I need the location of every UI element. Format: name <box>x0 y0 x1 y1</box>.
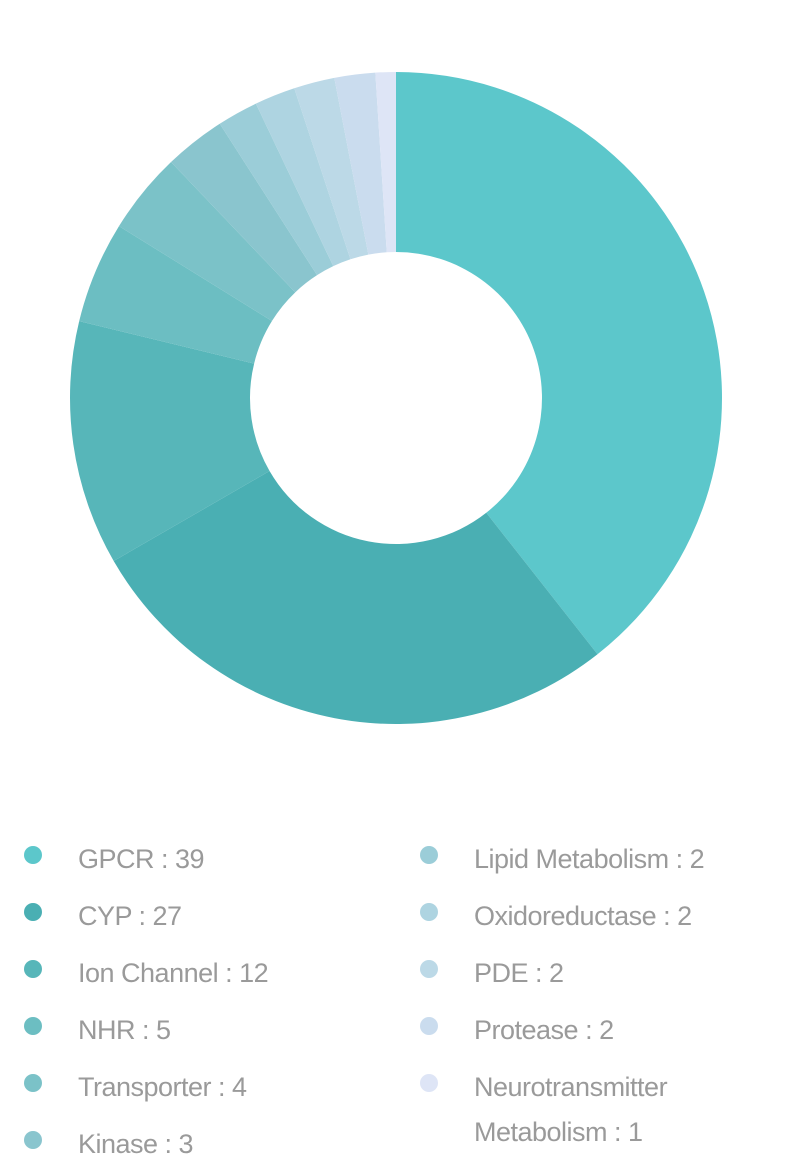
donut-slice-lipid-metabolism <box>219 103 334 276</box>
donut-slice-transporter <box>118 162 296 322</box>
legend: GPCR : 39 CYP : 27 Ion Channel : 12 NHR : 5… <box>0 820 792 1159</box>
legend-item-pde: PDE : 2 <box>420 934 780 991</box>
legend-item-lipid-metabolism: Lipid Metabolism : 2 <box>420 820 780 877</box>
legend-swatch <box>420 960 438 978</box>
legend-item-nhr: NHR : 5 <box>24 991 394 1048</box>
legend-swatch <box>24 1017 42 1035</box>
legend-label: GPCR : 39 <box>78 844 205 874</box>
legend-item-neurotransmitter-metabolism: Neurotransmitter Metabolism : 1 <box>420 1048 780 1147</box>
legend-item-cyp: CYP : 27 <box>24 877 394 934</box>
legend-column-right: Lipid Metabolism : 2 Oxidoreductase : 2 PD… <box>420 820 780 1147</box>
legend-label: Transporter : 4 <box>78 1072 247 1102</box>
donut-slice-protease <box>334 72 387 255</box>
legend-label: PDE : 2 <box>474 958 564 988</box>
legend-column-left: GPCR : 39 CYP : 27 Ion Channel : 12 NHR : 5… <box>24 820 394 1162</box>
legend-item-protease: Protease : 2 <box>420 991 780 1048</box>
legend-item-oxidoreductase: Oxidoreductase : 2 <box>420 877 780 934</box>
legend-label: Kinase : 3 <box>78 1129 194 1159</box>
legend-swatch <box>420 1074 438 1092</box>
donut-slice-kinase <box>171 123 318 293</box>
donut-slice-pde <box>294 77 369 260</box>
donut-slice-cyp <box>113 471 598 724</box>
legend-label: CYP : 27 <box>78 901 182 931</box>
donut-slice-oxidoreductase <box>255 88 351 267</box>
legend-label: NHR : 5 <box>78 1015 171 1045</box>
legend-swatch <box>24 1074 42 1092</box>
legend-item-kinase: Kinase : 3 <box>24 1105 394 1162</box>
donut-slice-neurotransmitter-metabolism <box>375 72 396 253</box>
legend-item-ion-channel: Ion Channel : 12 <box>24 934 394 991</box>
legend-label: Ion Channel : 12 <box>78 958 269 988</box>
legend-swatch <box>420 903 438 921</box>
legend-label: Oxidoreductase : 2 <box>474 901 692 931</box>
legend-swatch <box>24 903 42 921</box>
legend-item-transporter: Transporter : 4 <box>24 1048 394 1105</box>
donut-slice-nhr <box>79 226 272 364</box>
legend-swatch <box>420 846 438 864</box>
legend-swatch <box>24 960 42 978</box>
legend-label: Neurotransmitter Metabolism : 1 <box>474 1072 668 1147</box>
donut-slice-gpcr <box>396 72 722 655</box>
legend-item-gpcr: GPCR : 39 <box>24 820 394 877</box>
legend-swatch <box>24 846 42 864</box>
donut-chart <box>70 72 722 724</box>
legend-swatch <box>420 1017 438 1035</box>
legend-label: Lipid Metabolism : 2 <box>474 844 705 874</box>
legend-swatch <box>24 1131 42 1149</box>
donut-chart-area <box>70 72 722 724</box>
legend-label: Protease : 2 <box>474 1015 614 1045</box>
donut-slice-ion-channel <box>70 321 270 561</box>
